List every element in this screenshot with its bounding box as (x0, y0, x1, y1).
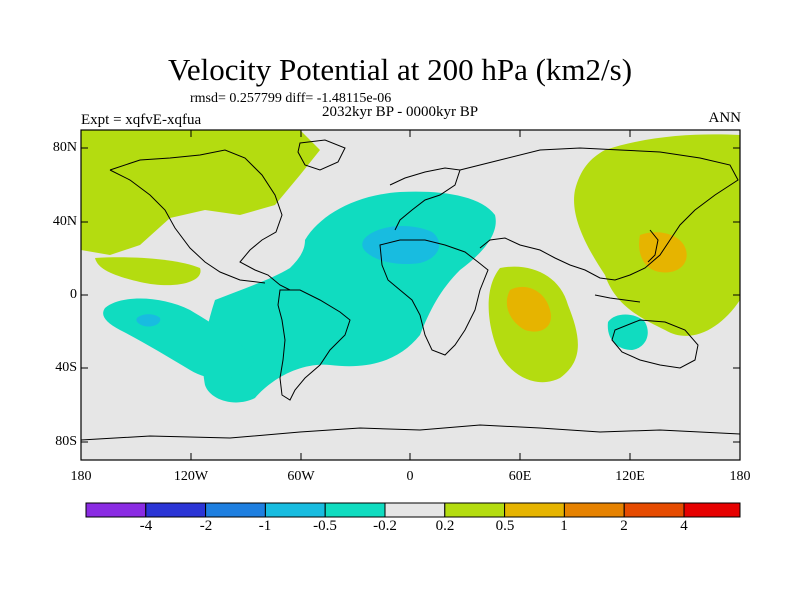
colorbar-swatch-10 (623, 502, 685, 518)
colorbar-label: 0.2 (435, 518, 455, 534)
experiment-text: Expt = xqfvE-xqfua (81, 112, 202, 128)
lat-label-40n: 40N (52, 214, 77, 229)
field-pos-east-africa (506, 286, 551, 332)
colorbar-swatch-7 (444, 502, 506, 518)
colorbar-swatch-4 (264, 502, 326, 518)
colorbar-swatch-9 (563, 502, 625, 518)
lat-label-80n: 80N (52, 140, 77, 155)
lon-label-60e: 60E (508, 469, 532, 484)
lat-label-40s: 40S (55, 360, 77, 375)
coast-greenland (297, 139, 346, 171)
lon-label-180w: 180 (70, 469, 92, 484)
colorbar-label: 4 (680, 518, 688, 534)
colorbar-swatch-2 (145, 502, 207, 518)
map-title: Velocity Potential at 200 hPa (km2/s) (167, 52, 633, 87)
colorbar (85, 502, 741, 518)
colorbar-label: 1 (560, 518, 568, 534)
colorbar-label: -4 (139, 518, 153, 534)
colorbar-label: -0.5 (313, 518, 337, 534)
period-text: 2032kyr BP - 0000kyr BP (321, 104, 479, 120)
colorbar-swatch-6 (384, 502, 446, 518)
stats-text: rmsd= 0.257799 diff= -1.48115e-06 (190, 91, 392, 106)
colorbar-label: 0.5 (495, 518, 515, 534)
lon-label-60w: 60W (287, 469, 315, 484)
season-text: ANN (708, 110, 742, 126)
velocity-potential-field (81, 130, 740, 441)
coast-japan (647, 229, 659, 263)
lon-ticks (190, 130, 631, 460)
field-neg-north-africa (362, 226, 440, 265)
field-neg-pacific-core (136, 314, 161, 327)
lat-label-0: 0 (70, 287, 77, 302)
colorbar-label: 2 (620, 518, 628, 534)
colorbar-swatch-3 (205, 502, 266, 518)
colorbar-swatch-8 (504, 502, 565, 518)
field-neg-indian-ocean (607, 314, 648, 350)
coast-antarctica (81, 424, 740, 441)
coast-africa (379, 239, 489, 356)
colorbar-label: -1 (258, 518, 272, 534)
coast-australia (611, 319, 699, 369)
coast-west-na (109, 169, 266, 284)
colorbar-swatch-5 (324, 502, 386, 518)
field-pos-north-america (81, 130, 320, 255)
lon-label-120w: 120W (173, 469, 209, 484)
field-pos-pacific-tongue (95, 257, 201, 286)
lon-label-0: 0 (406, 469, 414, 484)
coast-north-america (109, 149, 291, 291)
coast-south-america (277, 289, 351, 401)
colorbar-label: -0.2 (373, 518, 397, 534)
coast-indonesia (594, 294, 641, 303)
coast-asia (459, 147, 739, 281)
lon-label-120e: 120E (615, 469, 645, 484)
coastlines (81, 139, 740, 441)
lon-label-180e: 180 (729, 469, 751, 484)
lat-label-80s: 80S (55, 434, 77, 449)
lat-ticks (81, 147, 740, 443)
coast-europe (389, 167, 461, 231)
colorbar-label: -2 (199, 518, 213, 534)
colorbar-swatch-11 (683, 502, 741, 518)
colorbar-swatch-1 (85, 502, 147, 518)
